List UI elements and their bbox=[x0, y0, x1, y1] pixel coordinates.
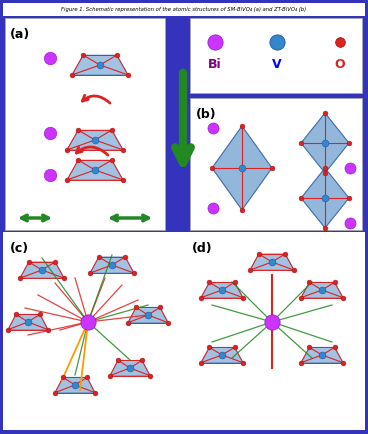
Text: (b): (b) bbox=[196, 108, 217, 121]
Polygon shape bbox=[55, 377, 95, 393]
Text: O: O bbox=[335, 59, 345, 72]
Text: (c): (c) bbox=[10, 242, 29, 255]
Polygon shape bbox=[301, 347, 343, 363]
Polygon shape bbox=[67, 160, 123, 180]
Bar bbox=[3, 232, 365, 430]
Bar bbox=[3, 3, 365, 16]
Polygon shape bbox=[301, 283, 343, 298]
Text: (a): (a) bbox=[10, 28, 30, 41]
Text: Bi: Bi bbox=[208, 59, 222, 72]
Polygon shape bbox=[201, 347, 243, 363]
Polygon shape bbox=[110, 360, 150, 376]
Polygon shape bbox=[67, 130, 123, 150]
Text: Figure 1. Schematic representation of the atomic structures of SM-BiVO₄ (a) and : Figure 1. Schematic representation of th… bbox=[61, 7, 307, 12]
Polygon shape bbox=[72, 55, 128, 75]
Text: V: V bbox=[272, 59, 282, 72]
Bar bbox=[190, 18, 362, 93]
Polygon shape bbox=[212, 126, 272, 210]
Polygon shape bbox=[301, 113, 349, 173]
Bar bbox=[5, 18, 165, 230]
Bar bbox=[190, 98, 362, 230]
Text: (d): (d) bbox=[192, 242, 213, 255]
Polygon shape bbox=[8, 314, 48, 330]
Polygon shape bbox=[250, 254, 294, 270]
Polygon shape bbox=[90, 257, 134, 273]
Polygon shape bbox=[201, 283, 243, 298]
Polygon shape bbox=[301, 168, 349, 228]
Polygon shape bbox=[128, 307, 168, 322]
Polygon shape bbox=[20, 262, 64, 278]
